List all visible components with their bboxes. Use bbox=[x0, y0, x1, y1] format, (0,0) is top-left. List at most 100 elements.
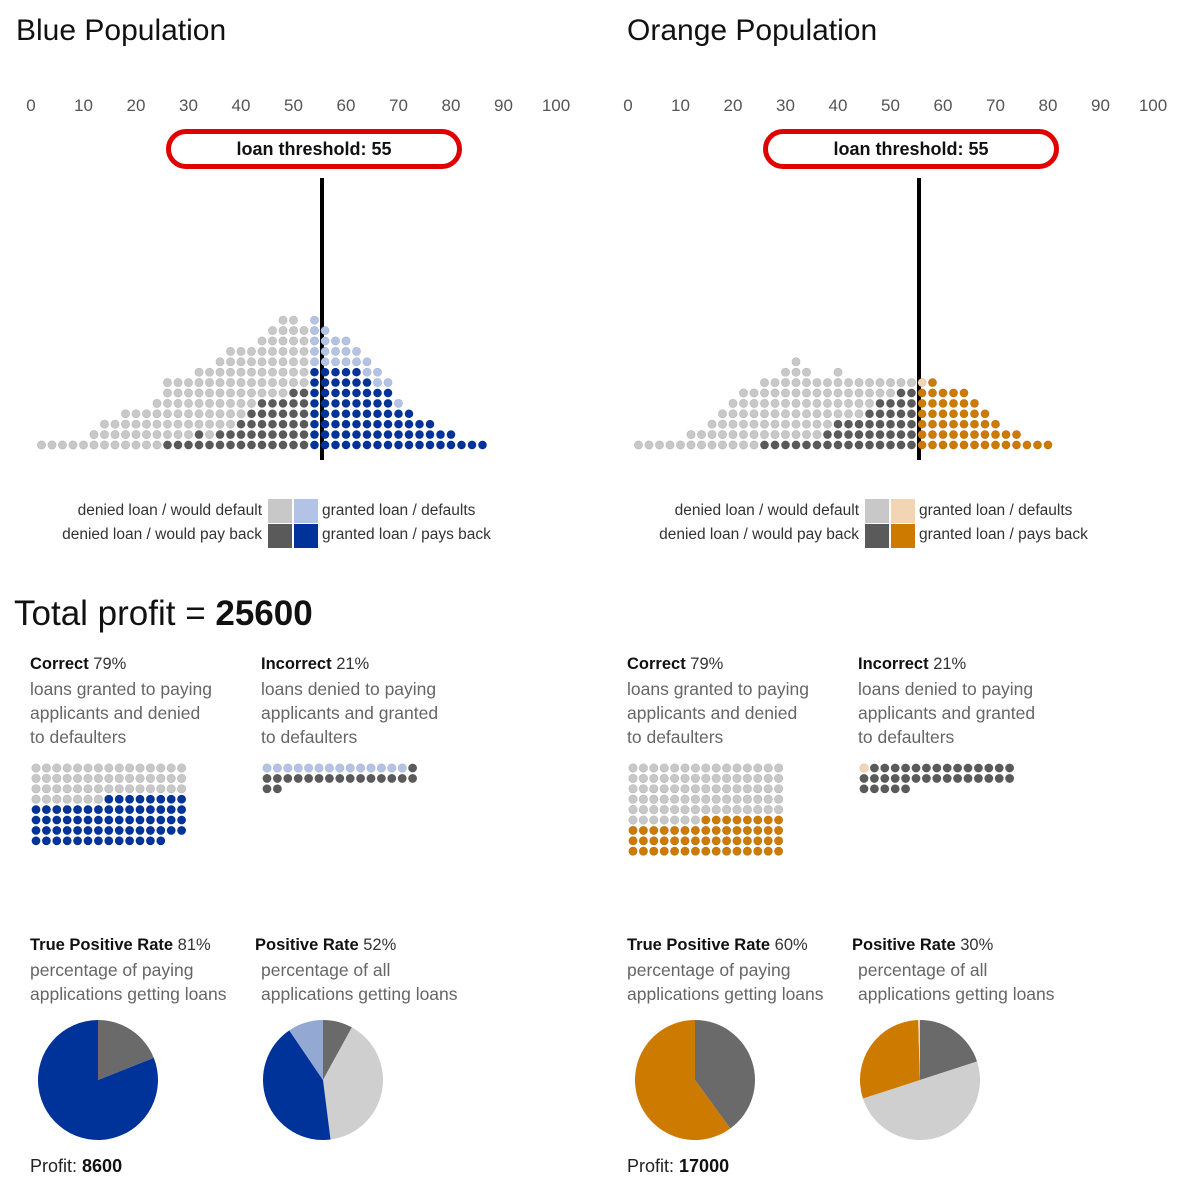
applicant-dot bbox=[309, 336, 319, 346]
outcome-dot bbox=[177, 825, 187, 835]
outcome-dot bbox=[690, 784, 700, 794]
blue-tpr-value: 81% bbox=[177, 936, 211, 954]
applicant-dot bbox=[341, 336, 351, 346]
outcome-dot bbox=[763, 773, 773, 783]
outcome-dot bbox=[166, 794, 176, 804]
blue-threshold-line[interactable] bbox=[320, 178, 324, 460]
applicant-dot bbox=[759, 419, 769, 429]
outcome-dot bbox=[83, 815, 93, 825]
outcome-dot bbox=[124, 804, 135, 815]
outcome-dot bbox=[628, 804, 638, 815]
applicant-dot bbox=[833, 388, 843, 398]
outcome-dot bbox=[638, 763, 648, 773]
applicant-dot bbox=[833, 367, 843, 377]
outcome-dot bbox=[104, 815, 114, 825]
applicant-dot bbox=[267, 398, 277, 408]
applicant-dot bbox=[456, 440, 466, 450]
applicant-dot bbox=[372, 409, 382, 419]
applicant-dot bbox=[372, 378, 382, 388]
applicant-dot bbox=[707, 440, 717, 450]
applicant-dot bbox=[152, 409, 162, 419]
applicant-dot bbox=[299, 409, 309, 419]
applicant-dot bbox=[309, 357, 319, 367]
outcome-dot bbox=[911, 773, 921, 783]
blue-threshold-handle[interactable]: loan threshold: 55 bbox=[166, 129, 462, 169]
applicant-dot bbox=[927, 419, 937, 429]
outcome-dot bbox=[52, 815, 62, 825]
applicant-dot bbox=[938, 388, 948, 398]
outcome-dot bbox=[680, 794, 690, 804]
applicant-dot bbox=[163, 398, 173, 408]
pie-slice-denied-default bbox=[862, 1061, 980, 1140]
applicant-dot bbox=[320, 367, 330, 377]
outcome-dot bbox=[721, 784, 732, 794]
applicant-dot bbox=[351, 440, 361, 450]
applicant-dot bbox=[257, 419, 267, 429]
outcome-dot bbox=[701, 773, 711, 783]
outcome-dot bbox=[408, 773, 418, 783]
applicant-dot bbox=[299, 388, 309, 398]
axis-tick-label: 40 bbox=[828, 96, 848, 115]
applicant-dot bbox=[906, 378, 916, 388]
outcome-dot bbox=[701, 825, 711, 835]
orange-legend-denied-payback-swatch bbox=[865, 524, 889, 548]
outcome-dot bbox=[973, 773, 983, 783]
applicant-dot bbox=[425, 419, 435, 429]
applicant-dot bbox=[205, 409, 215, 419]
applicant-dot bbox=[205, 398, 215, 408]
applicant-dot bbox=[351, 419, 361, 429]
applicant-dot bbox=[864, 388, 874, 398]
total-profit-value: 25600 bbox=[215, 594, 313, 633]
outcome-dot bbox=[166, 773, 176, 783]
applicant-dot bbox=[257, 357, 267, 367]
pie-slice-granted-payback bbox=[860, 1020, 920, 1099]
outcome-dot bbox=[376, 763, 386, 773]
outcome-dot bbox=[156, 773, 166, 783]
outcome-dot bbox=[649, 794, 659, 804]
applicant-dot bbox=[89, 430, 99, 440]
applicant-dot bbox=[906, 419, 916, 429]
applicant-dot bbox=[362, 388, 372, 398]
outcome-dot bbox=[293, 773, 303, 783]
applicant-dot bbox=[226, 388, 236, 398]
applicant-dot bbox=[633, 440, 643, 450]
applicant-dot bbox=[341, 409, 351, 419]
applicant-dot bbox=[330, 367, 340, 377]
blue-tpr-desc: percentage of paying applications gettin… bbox=[30, 960, 227, 1004]
applicant-dot bbox=[875, 430, 885, 440]
outcome-dot bbox=[628, 815, 638, 825]
outcome-dot bbox=[721, 836, 732, 846]
applicant-dot bbox=[100, 419, 110, 429]
applicant-dot bbox=[163, 378, 173, 388]
applicant-dot bbox=[980, 419, 990, 429]
outcome-dot bbox=[932, 773, 942, 783]
outcome-dot bbox=[869, 784, 879, 794]
applicant-dot bbox=[948, 388, 958, 398]
blue-correct-desc: loans granted to paying applicants and d… bbox=[30, 679, 212, 747]
applicant-dot bbox=[812, 378, 822, 388]
applicant-dot bbox=[288, 346, 298, 356]
applicant-dot bbox=[267, 326, 277, 336]
applicant-dot bbox=[278, 430, 288, 440]
outcome-dot bbox=[83, 804, 93, 815]
orange-threshold-line[interactable] bbox=[917, 178, 921, 460]
applicant-dot bbox=[110, 440, 120, 450]
outcome-dot bbox=[62, 836, 72, 846]
outcome-dot bbox=[62, 773, 72, 783]
outcome-dot bbox=[31, 763, 41, 773]
outcome-dot bbox=[628, 763, 638, 773]
outcome-dot bbox=[742, 804, 752, 815]
outcome-dot bbox=[135, 763, 145, 773]
applicant-dot bbox=[717, 430, 727, 440]
applicant-dot bbox=[833, 398, 843, 408]
applicant-dot bbox=[320, 388, 330, 398]
applicant-dot bbox=[801, 430, 811, 440]
outcome-dot bbox=[952, 763, 963, 773]
applicant-dot bbox=[330, 440, 340, 450]
applicant-dot bbox=[864, 419, 874, 429]
applicant-dot bbox=[278, 367, 288, 377]
outcome-dot bbox=[272, 784, 282, 794]
outcome-dot bbox=[869, 773, 879, 783]
orange-threshold-handle[interactable]: loan threshold: 55 bbox=[763, 129, 1059, 169]
applicant-dot bbox=[341, 430, 351, 440]
